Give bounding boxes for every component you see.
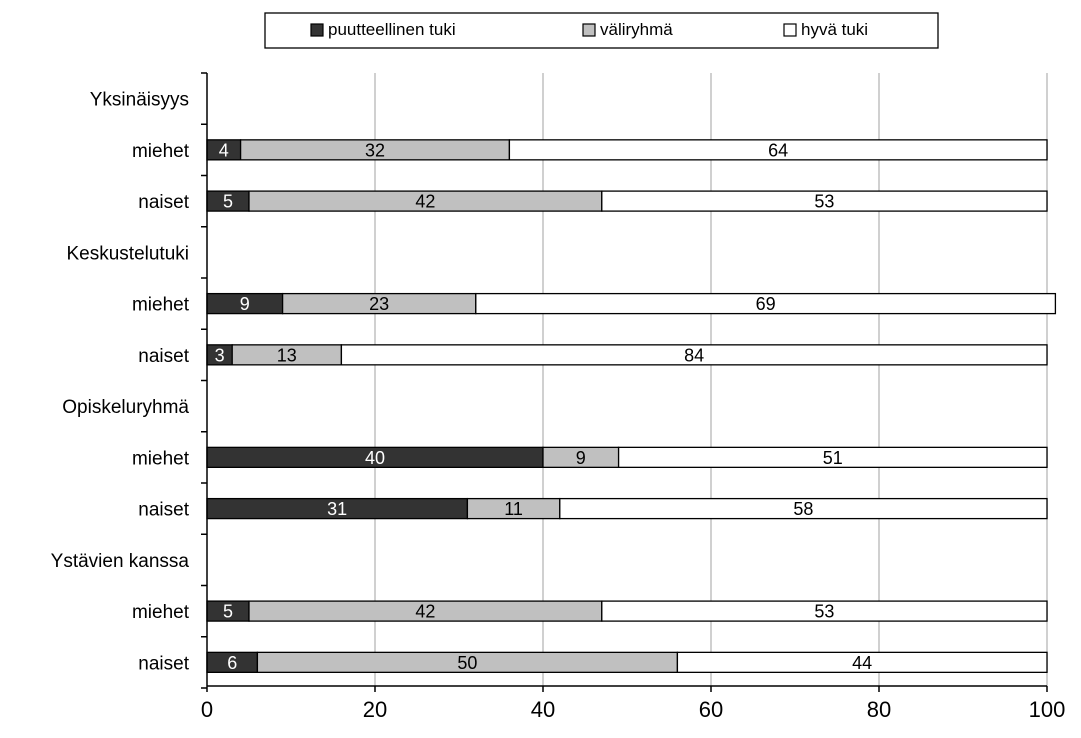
bars: 4 32 64 5 42 53 9 23 69 3 13 84 40 9 51 31 11 58 5 42 53 6 50 4…	[206, 139, 1057, 673]
group-label: Keskustelutuki	[66, 243, 189, 264]
category-label: miehet	[132, 141, 190, 162]
data-label: 53	[814, 602, 834, 622]
category-label: naiset	[138, 653, 189, 674]
x-tick-label: 20	[363, 697, 387, 722]
legend-label: puutteellinen tuki	[328, 20, 456, 39]
data-label: 50	[457, 653, 477, 673]
data-label: 31	[327, 499, 347, 519]
category-label: naiset	[138, 192, 189, 213]
labels: Yksinäisyys miehet naiset Keskustelutuki mie…	[51, 90, 190, 675]
category-label: naiset	[138, 346, 189, 367]
data-label: 9	[240, 294, 250, 314]
legend-label: väliryhmä	[600, 20, 673, 39]
data-label: 5	[223, 602, 233, 622]
bar-segment	[617, 446, 1048, 469]
bar-segment	[601, 600, 1048, 622]
x-tick-label: 60	[699, 697, 723, 722]
data-label: 44	[852, 653, 872, 673]
data-label: 69	[756, 294, 776, 314]
data-label: 11	[504, 499, 523, 519]
bar-segment	[475, 292, 1057, 315]
data-label: 40	[365, 448, 385, 468]
x-tick-label: 100	[1029, 697, 1066, 722]
bar-segment	[601, 190, 1048, 212]
data-label: 58	[793, 499, 813, 519]
data-label: 42	[415, 602, 435, 622]
bar-segment	[676, 651, 1048, 673]
x-tick-label: 0	[201, 697, 213, 722]
category-label: miehet	[132, 602, 190, 623]
data-label: 51	[823, 448, 843, 468]
data-label: 3	[215, 345, 225, 365]
category-label: naiset	[138, 500, 189, 521]
data-label: 84	[684, 345, 704, 365]
data-label: 4	[219, 140, 229, 160]
group-label: Ystävien kanssa	[51, 551, 190, 572]
legend: puutteellinen tuki väliryhmä hyvä tuki	[264, 12, 939, 49]
bar-segment	[340, 344, 1048, 366]
data-label: 64	[768, 140, 788, 160]
category-label: miehet	[132, 448, 190, 469]
data-label: 53	[814, 192, 834, 212]
category-label: miehet	[132, 295, 190, 316]
legend-swatch	[582, 23, 596, 37]
legend-label: hyvä tuki	[801, 20, 868, 39]
data-label: 5	[223, 192, 233, 212]
data-label: 13	[277, 345, 297, 365]
bar-segment	[559, 497, 1048, 520]
data-label: 6	[227, 653, 237, 673]
legend-swatch	[783, 23, 797, 37]
legend-swatch	[310, 23, 324, 37]
group-label: Opiskeluryhmä	[62, 397, 189, 418]
grid	[374, 73, 1048, 686]
data-label: 23	[369, 294, 389, 314]
group-label: Yksinäisyys	[90, 90, 189, 111]
x-tick-label: 80	[867, 697, 891, 722]
data-label: 9	[576, 448, 586, 468]
data-label: 32	[365, 140, 385, 160]
axes: 0 20 40 60 80 100	[201, 72, 1066, 722]
data-label: 42	[415, 192, 435, 212]
legend-box	[264, 12, 939, 49]
x-tick-label: 40	[531, 697, 555, 722]
bar-segment	[508, 139, 1048, 161]
